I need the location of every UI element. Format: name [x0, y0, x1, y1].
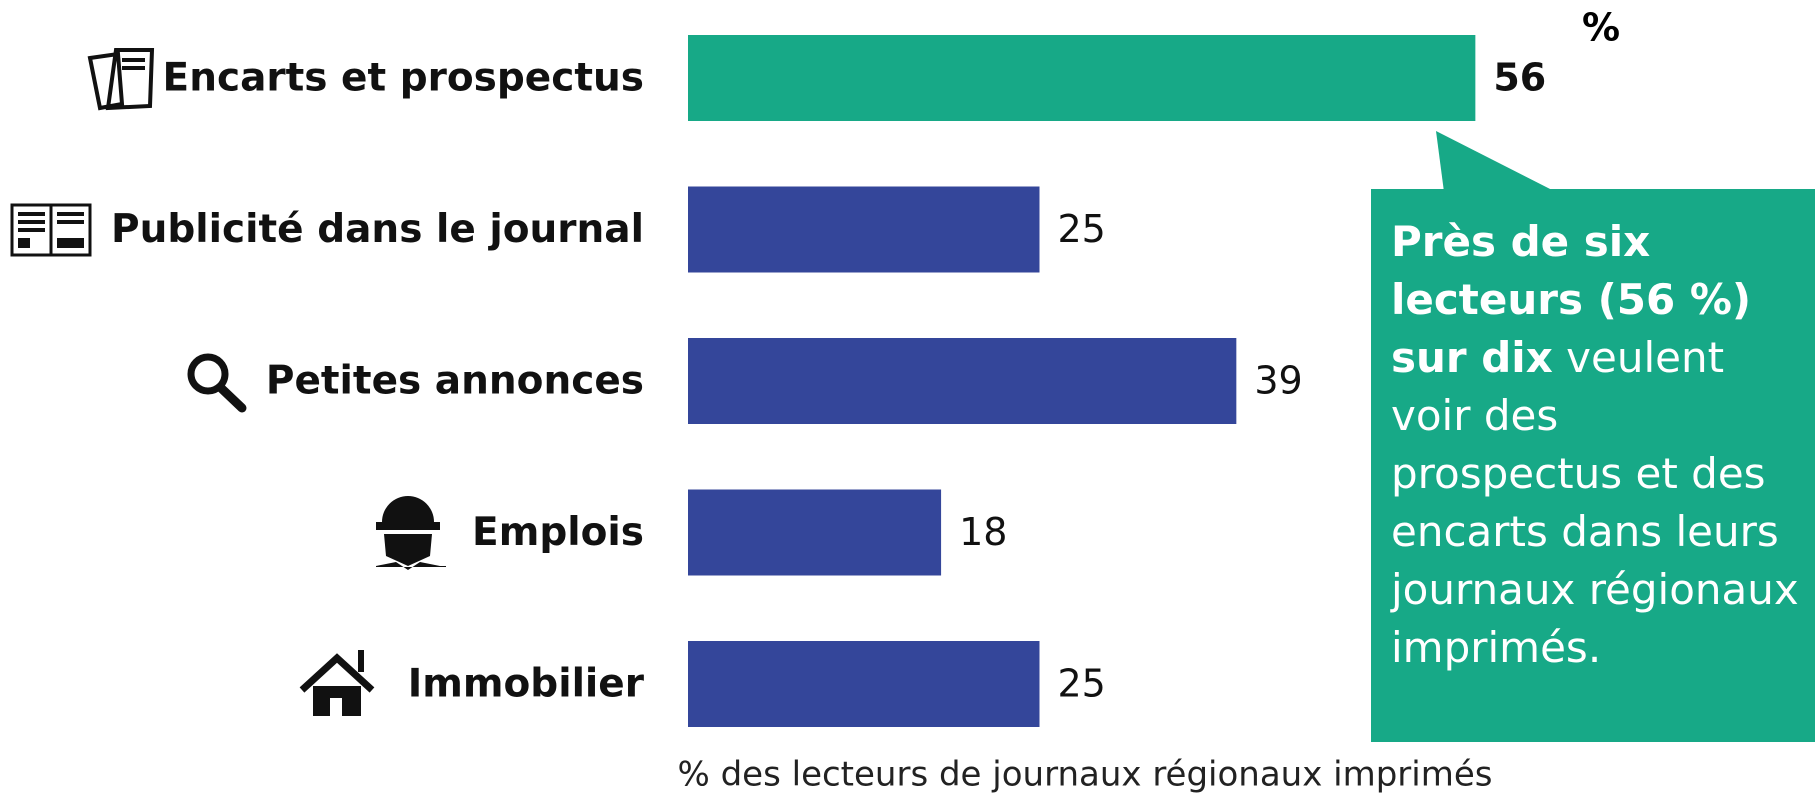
x-axis-label: % des lecteurs de journaux régionaux imp…	[677, 755, 1492, 795]
category-label: Immobilier	[408, 662, 645, 707]
value-label: 25	[1058, 662, 1106, 706]
value-label: 25	[1058, 207, 1106, 251]
category-label: Encarts et prospectus	[163, 56, 644, 101]
bar	[688, 489, 942, 576]
bar	[688, 641, 1040, 727]
category-label: Petites annonces	[266, 359, 644, 404]
bar	[688, 35, 1476, 121]
callout-pointer	[1436, 131, 1556, 192]
callout-box	[1371, 189, 1815, 742]
icon-search	[187, 353, 247, 413]
value-label: 56	[1493, 56, 1546, 100]
icon-leaflet	[87, 48, 155, 111]
unit-label: %	[1582, 6, 1620, 50]
value-label: 18	[959, 510, 1007, 554]
icon-newspaper	[10, 203, 92, 257]
callout-normal: veulent voir des prospectus et des encar…	[1391, 333, 1799, 672]
category-label: Publicité dans le journal	[111, 207, 644, 252]
callout-text: Près de six lecteurs (56 %) sur dix veul…	[1371, 189, 1815, 742]
value-label: 39	[1254, 359, 1302, 403]
bar	[688, 338, 1237, 424]
callout-bold: Près de six lecteurs (56 %) sur dix	[1391, 217, 1752, 382]
icon-worker	[376, 496, 446, 570]
category-label: Emplois	[472, 510, 644, 555]
icon-house	[299, 650, 375, 716]
bar	[688, 186, 1040, 273]
